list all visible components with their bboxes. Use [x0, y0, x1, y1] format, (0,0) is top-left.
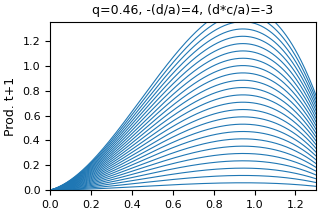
Y-axis label: Prod. t+1: Prod. t+1	[4, 77, 17, 136]
Title: q=0.46, -(d/a)=4, (d*c/a)=-3: q=0.46, -(d/a)=4, (d*c/a)=-3	[92, 4, 274, 17]
